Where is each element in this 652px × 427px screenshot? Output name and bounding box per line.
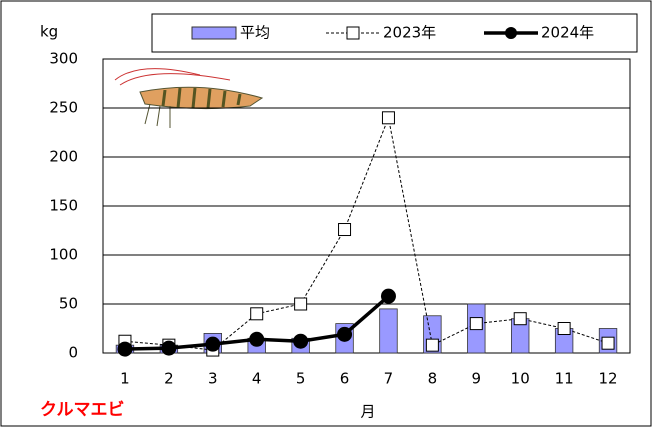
marker — [381, 111, 395, 125]
x-tick-label: 2 — [164, 370, 174, 388]
plot-area — [102, 58, 631, 354]
x-tick-label: 5 — [296, 370, 306, 388]
line — [124, 116, 609, 351]
x-tick-label: 6 — [340, 370, 350, 388]
y-tick-label: 250 — [49, 99, 78, 117]
x-tick-label: 7 — [384, 370, 394, 388]
y-tick-label: 100 — [49, 246, 78, 264]
y-tick-label: 200 — [49, 148, 78, 166]
x-tick-label: 10 — [511, 370, 530, 388]
marker — [294, 297, 308, 311]
marker — [293, 333, 309, 349]
x-tick-label: 1 — [120, 370, 130, 388]
marker — [513, 312, 527, 326]
legend-label: 平均 — [240, 24, 270, 42]
marker — [380, 288, 396, 304]
x-axis-label: 月 — [360, 403, 375, 421]
x-tick-label: 8 — [428, 370, 438, 388]
marker — [557, 322, 571, 335]
marker — [249, 331, 265, 347]
marker — [337, 326, 353, 342]
legend-label: 2023年 — [383, 24, 436, 42]
marker — [161, 340, 177, 356]
legend-marker — [505, 27, 517, 39]
shrimp-illustration — [114, 68, 264, 128]
marker — [250, 307, 264, 321]
x-tick-label: 9 — [472, 370, 482, 388]
marker — [338, 223, 352, 237]
x-tick-label: 3 — [208, 370, 218, 388]
marker — [117, 341, 133, 357]
legend-label: 2024年 — [541, 24, 594, 42]
y-tick-label: 50 — [59, 295, 78, 313]
x-tick-label: 4 — [252, 370, 262, 388]
marker — [469, 317, 483, 331]
marker — [425, 338, 439, 352]
marker — [601, 336, 615, 350]
y-axis-label: kg — [40, 23, 58, 41]
annotation: クルマエビ — [40, 400, 125, 420]
y-tick-label: 300 — [49, 50, 78, 68]
legend-swatch — [191, 26, 237, 40]
x-tick-label: 11 — [555, 370, 574, 388]
y-tick-label: 150 — [49, 197, 78, 215]
y-tick-label: 0 — [68, 344, 78, 362]
x-tick-label: 12 — [598, 370, 617, 388]
bar — [379, 308, 398, 354]
marker — [205, 336, 221, 352]
legend-marker — [346, 26, 360, 40]
